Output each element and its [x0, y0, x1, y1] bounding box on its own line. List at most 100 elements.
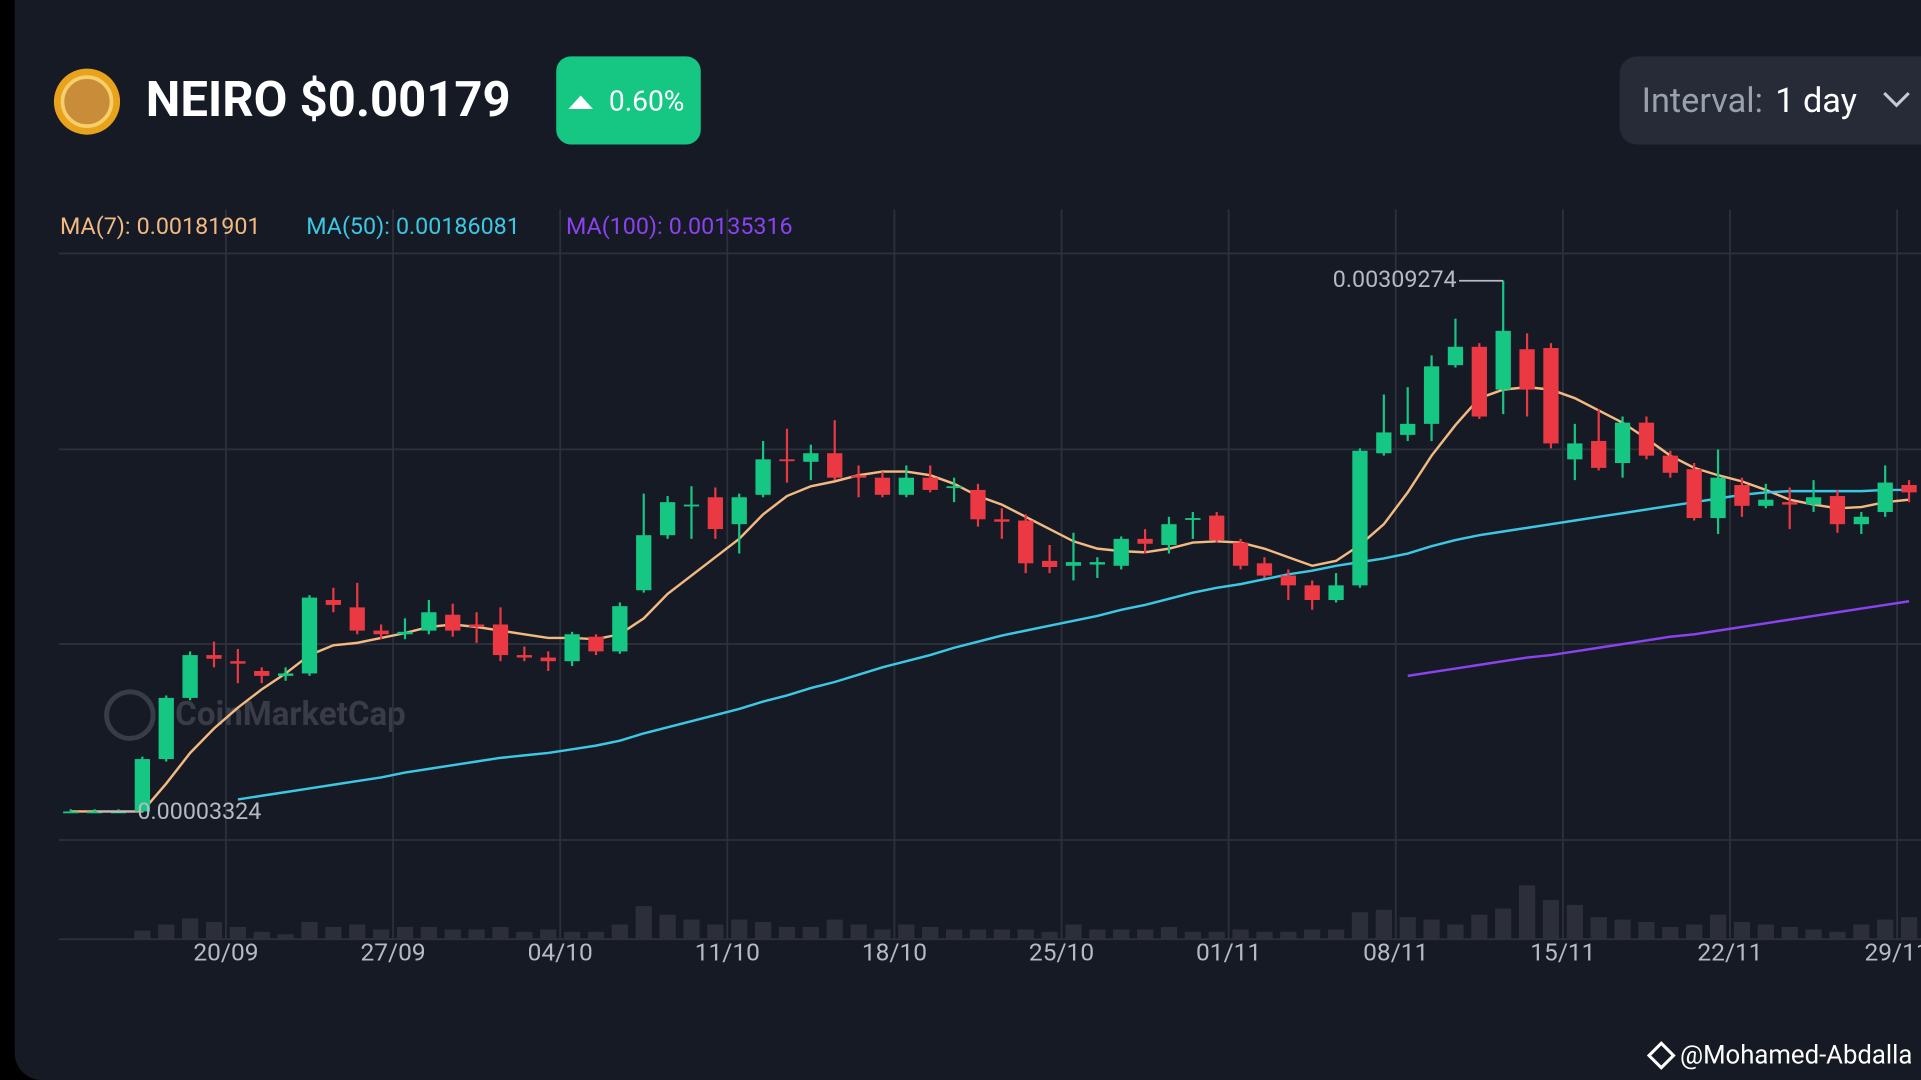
volume-bar — [1686, 924, 1703, 940]
candle-body — [659, 502, 676, 536]
x-tick-label: 27/09 — [360, 937, 425, 966]
volume-bar — [1399, 917, 1416, 940]
candle-body — [850, 475, 867, 478]
volume-bar — [1089, 929, 1106, 940]
volume-bar — [707, 924, 724, 940]
x-tick-label: 08/11 — [1363, 937, 1428, 966]
candle-body — [540, 657, 556, 662]
volume-bar — [1757, 924, 1774, 940]
volume-bar — [1447, 924, 1464, 940]
x-tick-label: 18/10 — [862, 937, 927, 966]
volume-bar — [1375, 909, 1392, 940]
volume-bar — [1232, 929, 1249, 940]
volume-bar — [134, 930, 151, 940]
ma-line — [1407, 600, 1910, 678]
volume-bar — [205, 922, 223, 940]
volume-bar — [659, 914, 676, 940]
volume-bar — [253, 931, 270, 940]
chevron — [1883, 91, 1910, 108]
volume-bar — [945, 929, 963, 940]
candle-body — [325, 600, 342, 605]
volume-bar — [874, 929, 891, 940]
candle-body — [158, 697, 174, 760]
ma-line — [70, 385, 1910, 813]
volume-bar — [1662, 926, 1679, 940]
volume-bar — [372, 929, 390, 940]
candle-body — [445, 614, 461, 631]
x-tick-label: 01/11 — [1196, 937, 1261, 966]
volume-bar — [1184, 931, 1201, 940]
x-tick-label: 22/11 — [1697, 937, 1762, 966]
candle-body — [1877, 482, 1893, 512]
candle-body — [1137, 538, 1153, 544]
volume-bar — [181, 918, 199, 940]
volume-bar — [993, 929, 1010, 940]
volume-bar — [1280, 931, 1297, 940]
candle-body — [1829, 496, 1846, 525]
up-arrow — [568, 95, 593, 109]
volume-bar — [754, 922, 772, 940]
candle-body — [1113, 538, 1129, 566]
candle-body — [230, 661, 246, 664]
legend-value: 0.00186081 — [396, 212, 520, 240]
volume-bar — [540, 929, 557, 940]
high-label: 0.00309274 — [1333, 265, 1457, 293]
candle-body — [1758, 499, 1774, 506]
legend-entry: MA(100): 0.00135316 — [566, 212, 793, 240]
candle-body — [373, 630, 389, 635]
candle-body — [1041, 560, 1058, 568]
legend-name: MA(100): — [566, 212, 663, 240]
candle-body — [277, 673, 294, 676]
interval-button[interactable] — [1619, 56, 1921, 145]
watermark-logo — [104, 689, 156, 741]
volume-bar — [1638, 922, 1655, 940]
candle-body — [1805, 497, 1822, 505]
candle-body — [492, 624, 509, 656]
volume-bar — [516, 931, 533, 940]
volume-bar — [1304, 929, 1321, 940]
candle-body — [707, 497, 723, 530]
watermark-text: CoinMarketCap — [175, 695, 406, 734]
candle-body — [1209, 515, 1225, 541]
panel — [14, 0, 1921, 1080]
volume-bar — [1136, 929, 1154, 940]
volume-bar — [563, 931, 581, 940]
interval-value[interactable]: 1 day — [1775, 81, 1857, 121]
legend-name: MA(50): — [306, 212, 390, 240]
volume-bar — [1781, 926, 1798, 940]
candle-body — [301, 597, 318, 674]
volume-bar — [1709, 914, 1727, 940]
volume-bar — [1542, 900, 1560, 940]
volume-bar — [802, 926, 819, 940]
volume-bar — [1877, 919, 1894, 940]
volume-bar — [1853, 924, 1870, 940]
volume-bar — [396, 926, 414, 940]
x-tick-label: 11/10 — [695, 937, 760, 966]
legend-entry: MA(7): 0.00181901 — [60, 212, 260, 240]
volume-bar — [922, 926, 939, 940]
volume-bar — [1351, 912, 1369, 940]
volume-bar — [850, 924, 867, 940]
volume-bar — [898, 924, 915, 940]
x-tick-label: 25/10 — [1029, 937, 1094, 966]
candle-body — [731, 497, 747, 525]
candle-body — [1400, 423, 1416, 435]
volume-bar — [1829, 931, 1846, 940]
candle-body — [1543, 348, 1559, 444]
candle-body — [397, 631, 413, 635]
x-tick-label: 04/10 — [528, 937, 593, 966]
candle-body — [63, 811, 79, 814]
candle-body — [1519, 349, 1535, 390]
candle-body — [1089, 562, 1105, 565]
candle-body — [1471, 346, 1487, 417]
volume-bar — [587, 931, 605, 940]
credit-icon — [1646, 1041, 1676, 1070]
volume-bar — [1065, 924, 1082, 940]
candle-body — [1495, 330, 1511, 390]
candle-body — [755, 459, 771, 495]
change-badge — [556, 56, 701, 145]
candle-body — [1447, 346, 1464, 366]
candle-body — [922, 477, 938, 490]
legend-name: MA(7): — [60, 212, 130, 240]
volume-bar — [731, 919, 748, 940]
